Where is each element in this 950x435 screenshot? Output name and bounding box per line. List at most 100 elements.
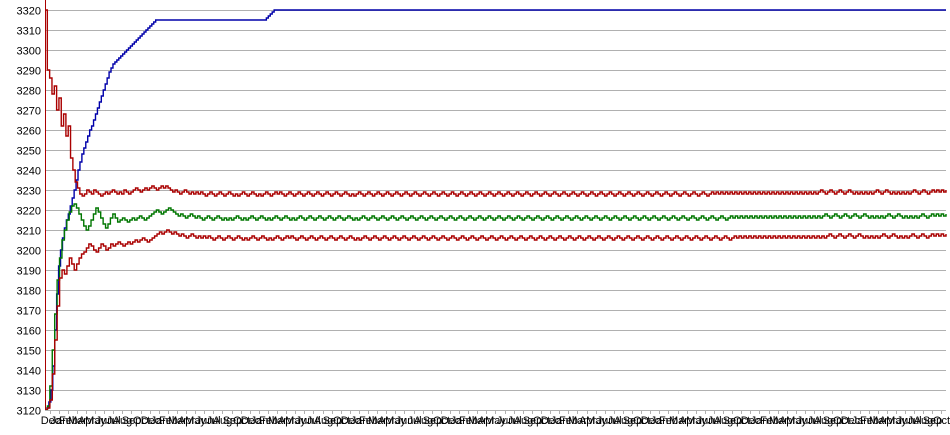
y-axis-tick-label: 3310 [17, 26, 41, 38]
x-axis-tick-label: Jan [852, 415, 870, 427]
y-axis-tick-label: 3190 [17, 266, 41, 278]
x-axis-tick-label: Jul [106, 415, 120, 427]
x-axis-tick-label: Feb [459, 415, 478, 427]
x-axis-tick-label: Oct [233, 415, 250, 427]
x-axis-tick-label: May [385, 415, 406, 427]
x-axis-tick-label: Jan [251, 415, 269, 427]
x-axis-tick-label: Sep [223, 415, 243, 427]
x-axis-tick-label: Feb [760, 415, 779, 427]
x-axis-tick-label: Jun [897, 415, 915, 427]
x-axis-tick-label: Mar [769, 415, 788, 427]
x-axis-tick-label: Sep [122, 415, 142, 427]
x-axis-tick-label: Jan [51, 415, 69, 427]
x-axis-tick-label: Feb [59, 415, 78, 427]
x-axis-tick-label: Jul [907, 415, 921, 427]
x-axis-tick-label: Mar [468, 415, 487, 427]
y-axis-tick-label: 3130 [17, 386, 41, 398]
x-axis-tick-label: Jan [351, 415, 369, 427]
x-axis-tick-label: Jun [196, 415, 214, 427]
x-axis-tick-label: May [85, 415, 106, 427]
x-axis-tick-label: Jul [507, 415, 521, 427]
x-axis-tick-label: Jan [651, 415, 669, 427]
x-axis-tick-label: Jan [451, 415, 469, 427]
x-axis-tick-label: Feb [659, 415, 678, 427]
x-axis-tick-label: Oct [333, 415, 350, 427]
axis-lines [45, 0, 946, 411]
x-axis-tick-label: Mar [68, 415, 87, 427]
y-axis-tick-label: 3170 [17, 306, 41, 318]
x-axis-tick-label: Apr [378, 415, 395, 427]
y-axis-tick-label: 3300 [17, 46, 41, 58]
x-axis-tick-label: Sep [323, 415, 343, 427]
x-axis-tick-label: Mar [268, 415, 287, 427]
x-axis-tick-label: Jun [396, 415, 414, 427]
x-axis-tick-label: Aug [514, 415, 534, 427]
x-axis-tick-label: Feb [259, 415, 278, 427]
x-axis-tick-label: Sep [923, 415, 943, 427]
x-axis-tick-label: Feb [359, 415, 378, 427]
y-axis-tick-label: 3120 [17, 406, 41, 418]
x-axis-tick-label: Feb [559, 415, 578, 427]
x-axis-tick-label: Feb [159, 415, 178, 427]
x-axis-tick-label: Feb [860, 415, 879, 427]
gridlines [45, 10, 946, 411]
x-axis-tick-label: Dec [141, 415, 161, 427]
x-axis-tick-label: Oct [533, 415, 550, 427]
x-axis-tick-label: Jan [751, 415, 769, 427]
x-axis-tick-label: Apr [278, 415, 295, 427]
x-axis-tick-label: Aug [914, 415, 934, 427]
y-axis-tick-label: 3260 [17, 126, 41, 138]
x-axis-tick-label: Apr [478, 415, 495, 427]
x-axis-tick-label: Aug [113, 415, 133, 427]
x-axis-tick-label: Jun [96, 415, 114, 427]
series-line-red-upper [45, 9, 947, 197]
x-axis-tick-label: May [586, 415, 607, 427]
x-axis-tick-label: Jan [551, 415, 569, 427]
y-axis-tick-label: 3220 [17, 206, 41, 218]
y-axis-tick-labels: 3120 3130 3140 3150 3160 3170 3180 3190 3200 3210… [17, 6, 41, 418]
x-axis-tick-label: Oct [133, 415, 150, 427]
x-axis-tick-label: Sep [523, 415, 543, 427]
x-axis-tick-label: May [185, 415, 206, 427]
x-axis-tick-label: Dec [41, 415, 61, 427]
y-axis-tick-label: 3270 [17, 106, 41, 118]
x-axis-tick-label: Mar [168, 415, 187, 427]
x-axis-tick-label: Oct [833, 415, 850, 427]
x-axis-tick-label: Oct [733, 415, 750, 427]
x-axis-tick-label: Jun [296, 415, 314, 427]
x-axis-tick-label: Sep [723, 415, 743, 427]
series-line-red-lower [45, 229, 947, 411]
x-axis-tick-label: Apr [579, 415, 596, 427]
x-axis-tick-label: Apr [78, 415, 95, 427]
x-axis-tick-label: Jan [151, 415, 169, 427]
x-axis-tick-label: Jul [407, 415, 421, 427]
y-axis-tick-label: 3320 [17, 6, 41, 18]
data-series-group [45, 9, 947, 411]
x-axis-tick-label: Oct [433, 415, 450, 427]
y-axis-tick-label: 3240 [17, 166, 41, 178]
x-axis-tick-label: May [485, 415, 506, 427]
y-axis-tick-label: 3250 [17, 146, 41, 158]
x-axis-tick-label: Dec [641, 415, 661, 427]
x-axis-tick-label: Dec [741, 415, 761, 427]
y-axis-tick-label: 3230 [17, 186, 41, 198]
x-axis-tick-label: May [886, 415, 907, 427]
x-axis-tick-label: Jul [206, 415, 220, 427]
x-axis-tick-label: Jul [707, 415, 721, 427]
x-axis-tick-label: Jul [807, 415, 821, 427]
y-axis-tick-label: 3150 [17, 346, 41, 358]
x-axis-tick-label: Sep [423, 415, 443, 427]
x-axis-tick-label: Apr [879, 415, 896, 427]
x-axis-tick-label: Dec [341, 415, 361, 427]
x-axis-tick-label: May [686, 415, 707, 427]
x-axis-tick-label: Sep [623, 415, 643, 427]
x-axis-tick-label: Dec [241, 415, 261, 427]
x-axis-tick-label: Mar [669, 415, 688, 427]
x-axis-tick-label: Oct [933, 415, 950, 427]
x-axis-tick-label: Apr [679, 415, 696, 427]
x-axis-tick-label: Apr [178, 415, 195, 427]
x-axis-tick-label: Aug [414, 415, 434, 427]
series-line-green-middle [45, 203, 947, 411]
